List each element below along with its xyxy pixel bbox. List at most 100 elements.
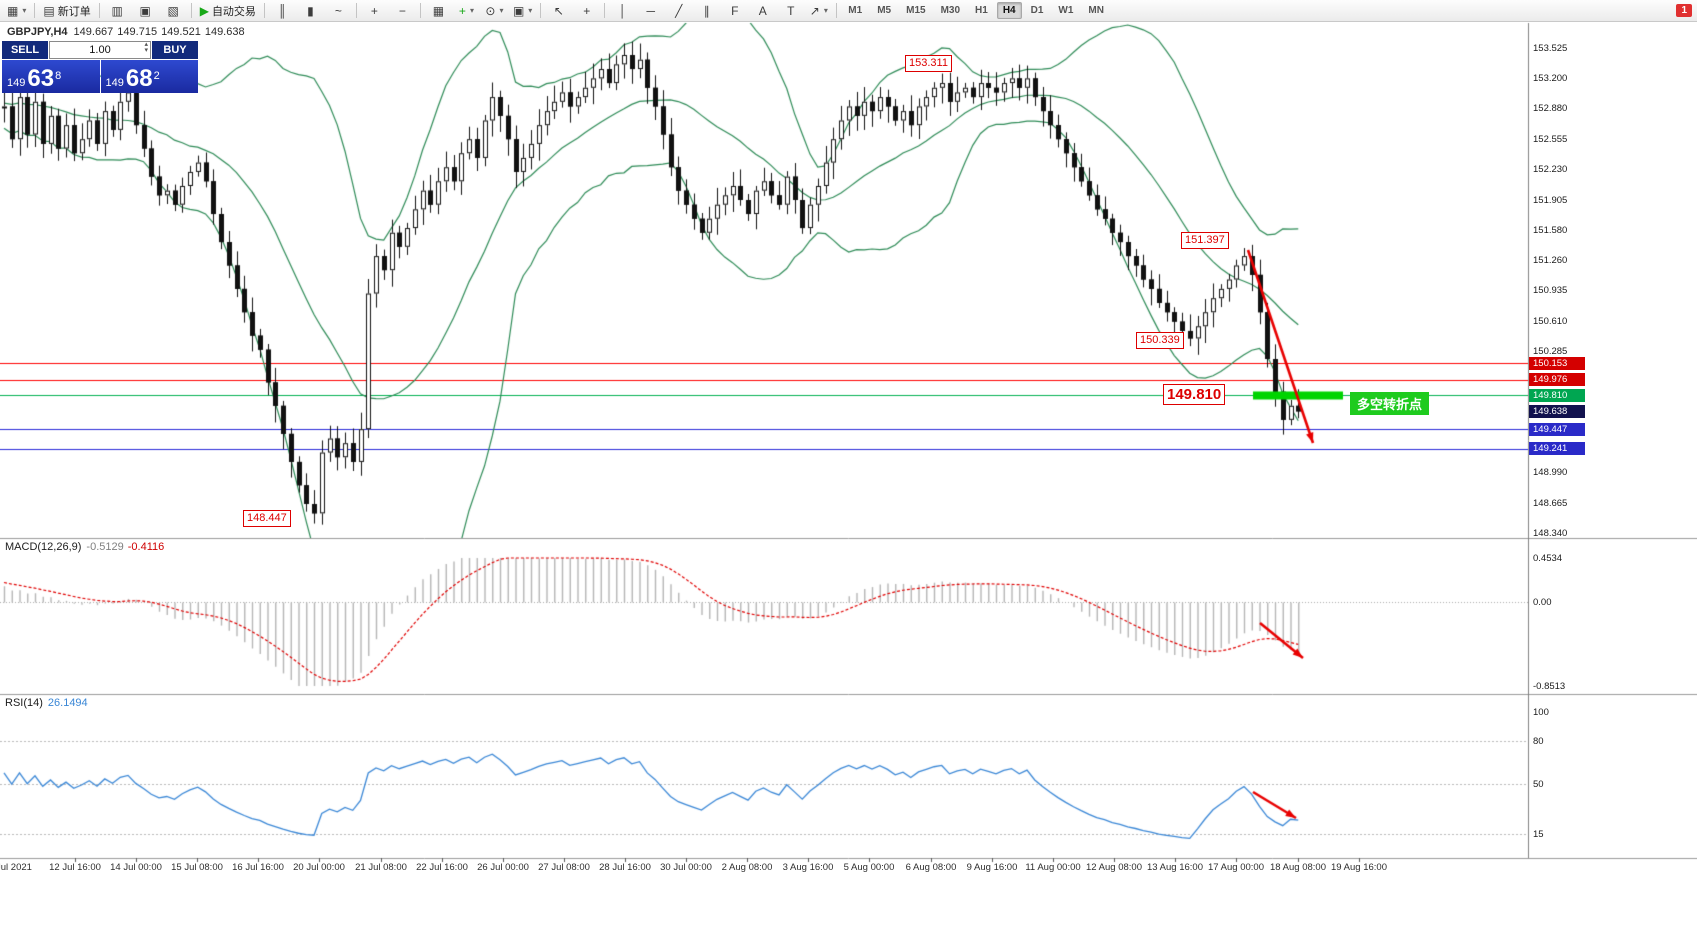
candlestick-chart-icon: ▮ [307,3,314,18]
toolbar-separator [34,3,36,18]
timeframe-w1-button[interactable]: W1 [1058,5,1074,16]
dropdown-arrow-icon: ▾ [823,6,828,15]
templates-button[interactable]: ▣ ▾ [509,1,536,20]
toolbar-separator [263,3,265,18]
buy-price-sup: 2 [153,70,160,82]
fibonacci-button[interactable]: F [721,1,748,20]
new-order-button-label: 新订单 [57,5,91,18]
candlestick-chart-button[interactable]: ▮ [297,1,324,20]
new-order-button[interactable]: ▤ 新订单 [39,1,94,20]
cursor-button[interactable]: ↖ [545,1,572,20]
dropdown-arrow-icon: ▾ [22,6,27,15]
timeframe-d1-button[interactable]: D1 [1030,5,1044,16]
horizontal-line-button[interactable]: ─ [637,1,664,20]
sell-price-main: 149 [7,76,26,89]
new-order-icon: ▤ [43,3,55,18]
zoom-out-icon: − [398,3,406,18]
volume-spinner[interactable]: ▴ ▾ [144,41,148,54]
chart-title: GBPJPY,H4 149.667 149.715 149.521 149.638 [7,26,249,38]
close-value: 149.638 [204,26,245,38]
channel-button[interactable]: ∥ [693,1,720,20]
timeframe-m5-button[interactable]: M5 [877,5,892,16]
symbol-timeframe: GBPJPY,H4 [7,26,68,38]
fibonacci-icon: F [731,3,739,18]
macd-label: MACD(12,26,9) -0.5129 -0.4116 [5,541,164,553]
rsi-value: 26.1494 [47,697,88,709]
toolbar-separator [355,3,357,18]
spinner-down-icon[interactable]: ▾ [144,46,148,54]
one-click-trading-panel: SELL 1.00 ▴ ▾ BUY 149 63 8 149 68 2 [2,41,198,93]
line-chart-button[interactable]: ~ [325,1,352,20]
shapes-button[interactable]: ↗ ▾ [805,1,832,20]
open-value: 149.667 [73,26,114,38]
new-chart-button[interactable]: ▦ ▾ [3,1,30,20]
sell-price-big: 63 [27,65,55,92]
crosshair-button[interactable]: + [573,1,600,20]
equidistant-channel-icon: ∥ [703,3,710,18]
toolbar-separator [419,3,421,18]
low-value: 149.521 [161,26,201,38]
timeframe-h4-button[interactable]: H4 [996,2,1022,19]
macd-value: -0.5129 [86,541,124,553]
tile-windows-button[interactable]: ▦ [425,1,452,20]
rsi-label: RSI(14) 26.1494 [5,697,88,709]
timeframe-m1-button[interactable]: M1 [848,5,863,16]
macd-name: MACD(12,26,9) [5,541,82,553]
timeframe-mn-button[interactable]: MN [1088,5,1104,16]
label-button[interactable]: T [777,1,804,20]
text-button[interactable]: A [749,1,776,20]
buy-price-display[interactable]: 149 68 2 [100,60,198,93]
rsi-name: RSI(14) [5,697,43,709]
zoom-out-button[interactable]: − [389,1,416,20]
data-window-button[interactable]: ▣ [132,1,159,20]
zoom-in-icon: + [370,3,378,18]
vertical-line-button[interactable]: │ [609,1,636,20]
navigator-button[interactable]: ▧ [160,1,187,20]
arrow-shapes-icon: ↗ [809,3,820,18]
line-chart-icon: ~ [334,3,342,18]
notification-badge[interactable]: 1 [1676,4,1692,17]
macd-signal-value: -0.4116 [127,541,165,553]
market-watch-button[interactable]: ▥ [104,1,131,20]
data-window-icon: ▣ [139,3,151,18]
indicators-button[interactable]: + ▾ [453,1,480,20]
timeframe-m15-button[interactable]: M15 [906,5,926,16]
autotrading-button[interactable]: ▶ 自动交易 [196,1,260,20]
spinner-up-icon[interactable]: ▴ [144,41,148,48]
dropdown-arrow-icon: ▾ [469,6,474,15]
toolbar: ▦ ▾ ▤ 新订单 ▥ ▣ ▧ ▶ 自动交易 ║ ▮ ~ + − ▦ + ▾ ⊙ ▾ ▣ ▾ ↖ + │ ─ ╱ ∥ F A T ↗ ▾ M1 M… [0,0,1697,22]
periods-button[interactable]: ⊙ ▾ [481,1,508,20]
sell-button[interactable]: SELL [2,41,48,59]
turning-point-label: 多空转折点 [1350,392,1430,415]
text-label-icon: T [787,3,795,18]
dropdown-arrow-icon: ▾ [499,6,504,15]
toolbar-separator [540,3,542,18]
sell-price-display[interactable]: 149 63 8 [2,60,100,93]
bar-chart-button[interactable]: ║ [269,1,296,20]
toolbar-separator [190,3,192,18]
buy-price-big: 68 [125,65,153,92]
volume-value: 1.00 [89,44,111,56]
buy-price-main: 149 [105,76,124,89]
volume-input[interactable]: 1.00 ▴ ▾ [49,41,151,59]
zoom-in-button[interactable]: + [361,1,388,20]
high-value: 149.715 [117,26,158,38]
vertical-line-icon: │ [619,3,627,18]
templates-icon: ▣ [512,3,525,18]
periods-clock-icon: ⊙ [485,3,496,18]
toolbar-separator [98,3,100,18]
sell-price-sup: 8 [55,70,62,82]
timeframe-h1-button[interactable]: H1 [975,5,988,16]
trendline-button[interactable]: ╱ [665,1,692,20]
tile-windows-icon: ▦ [432,3,445,18]
navigator-icon: ▧ [167,3,179,18]
chart-window-icon: ▦ [7,3,19,18]
crosshair-icon: + [583,3,591,18]
trendline-icon: ╱ [675,3,683,18]
cursor-icon: ↖ [553,3,564,18]
buy-button[interactable]: BUY [152,41,198,59]
timeframe-m30-button[interactable]: M30 [940,5,961,16]
toolbar-separator [836,3,838,18]
